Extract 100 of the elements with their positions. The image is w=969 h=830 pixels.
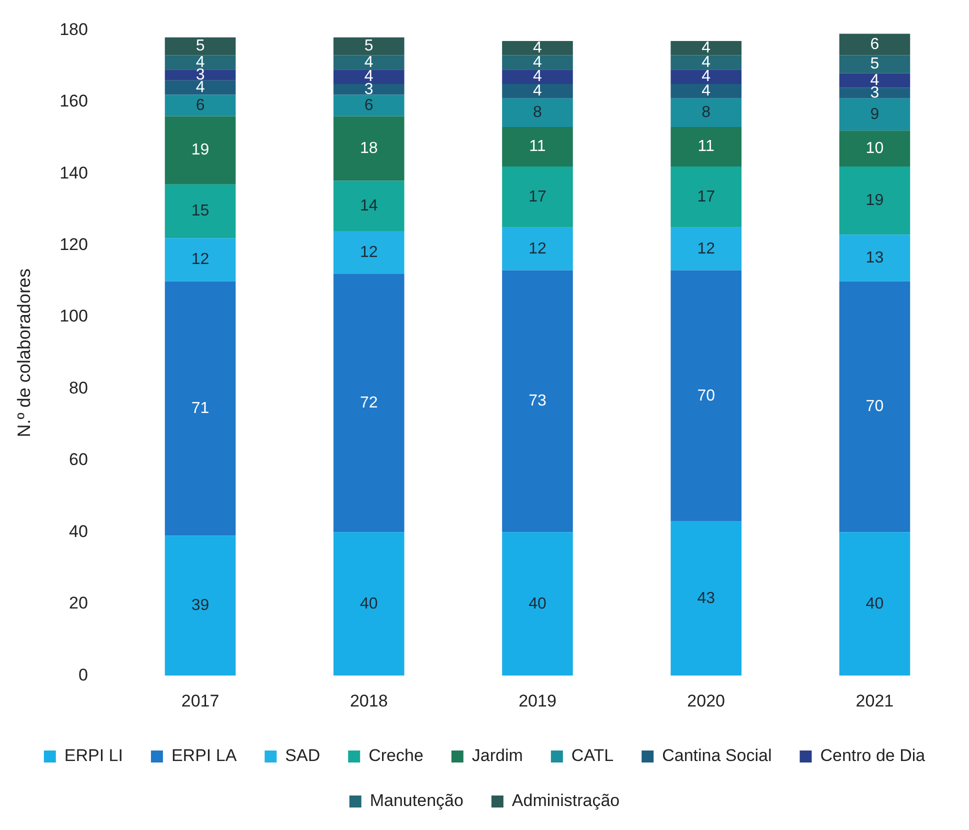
legend-label: Manutenção: [370, 791, 464, 810]
x-tick-label: 2019: [518, 691, 556, 710]
y-tick-label: 20: [69, 594, 88, 613]
data-label: 19: [191, 142, 210, 159]
y-axis-title: N.º de colaboradores: [14, 268, 34, 438]
bar: [839, 88, 910, 98]
data-label: 12: [697, 240, 716, 258]
bar: [670, 227, 742, 270]
data-label: 40: [528, 595, 546, 612]
bar: [670, 55, 742, 70]
y-tick-label: 140: [60, 163, 88, 182]
bar: [164, 70, 236, 80]
legend-label: Creche: [368, 746, 424, 766]
data-label: 8: [702, 104, 711, 122]
data-label: 4: [702, 68, 711, 86]
bar: [502, 127, 573, 166]
data-label: 17: [528, 188, 546, 206]
data-label: 4: [196, 78, 205, 96]
data-label: 72: [360, 394, 378, 412]
bar: [502, 70, 573, 84]
data-label: 12: [528, 240, 546, 258]
bar: [839, 166, 910, 235]
x-tick-label: 2018: [350, 691, 388, 710]
legend-label: Cantina Social: [662, 746, 772, 766]
data-label: 43: [697, 590, 716, 607]
data-label: 15: [191, 202, 210, 220]
y-tick-label: 80: [69, 378, 88, 398]
bar: [502, 40, 573, 56]
bar: [164, 536, 236, 676]
bar: [164, 116, 236, 184]
bar: [333, 180, 404, 231]
bar: [839, 234, 910, 282]
bar: [502, 270, 573, 532]
bar: [164, 281, 236, 536]
data-label: 5: [196, 38, 205, 55]
bar: [839, 34, 910, 56]
legend-label: ERPI LA: [171, 746, 238, 766]
x-tick-label: 2021: [856, 691, 894, 710]
bar: [333, 55, 404, 70]
bar: [164, 94, 236, 116]
bar: [333, 116, 404, 181]
bar: [164, 37, 236, 56]
bar: [839, 130, 910, 166]
bar: [670, 98, 742, 128]
data-label: 14: [360, 197, 378, 214]
bar: [839, 98, 910, 131]
data-label: 10: [866, 140, 884, 157]
data-label: 6: [364, 96, 374, 114]
data-label: 6: [196, 96, 205, 114]
bar: [164, 80, 236, 95]
data-label: 11: [698, 138, 714, 156]
legend-label: Jardim: [472, 746, 523, 766]
bar: [164, 55, 236, 70]
data-label: 9: [870, 106, 880, 123]
data-label: 40: [866, 595, 884, 612]
bar: [502, 55, 573, 70]
data-label: 4: [533, 68, 542, 86]
data-label: 12: [191, 251, 210, 268]
data-label: 40: [360, 595, 378, 612]
data-label: 70: [866, 398, 884, 416]
data-label: 13: [866, 249, 884, 266]
bar: [839, 281, 910, 532]
bar: [333, 274, 404, 532]
y-tick-label: 0: [78, 665, 88, 684]
legend-label: SAD: [285, 746, 320, 766]
bar: [839, 532, 910, 676]
data-label: 5: [364, 38, 374, 55]
bar: [164, 238, 236, 282]
legend-label: Administração: [512, 791, 620, 810]
bar: [670, 84, 742, 98]
data-label: 73: [528, 392, 546, 410]
bar: [670, 127, 742, 166]
data-label: 39: [191, 597, 210, 614]
bar: [333, 84, 404, 95]
bar: [502, 166, 573, 228]
bar: [670, 70, 742, 84]
data-label: 19: [866, 192, 884, 209]
data-label: 11: [529, 138, 546, 156]
bar: [333, 532, 404, 676]
data-label: 4: [364, 54, 374, 71]
data-label: 6: [870, 36, 880, 53]
legend-label: Centro de Dia: [820, 746, 926, 766]
x-tick-label: 2017: [181, 691, 220, 710]
y-tick-label: 40: [69, 522, 88, 541]
data-label: 17: [697, 188, 716, 206]
data-label: 8: [533, 104, 542, 122]
data-label: 5: [870, 56, 880, 73]
bar: [839, 55, 910, 74]
bar: [670, 270, 742, 522]
bar: [333, 230, 404, 274]
data-label: 12: [360, 244, 378, 261]
bar: [502, 227, 573, 270]
x-tick-label: 2020: [687, 691, 726, 710]
legend-label: CATL: [571, 746, 614, 766]
bar: [502, 98, 573, 128]
data-label: 18: [360, 140, 378, 157]
data-label: 4: [702, 82, 711, 100]
data-label: 71: [191, 400, 210, 417]
y-tick-label: 100: [60, 306, 88, 326]
bar: [333, 37, 404, 56]
